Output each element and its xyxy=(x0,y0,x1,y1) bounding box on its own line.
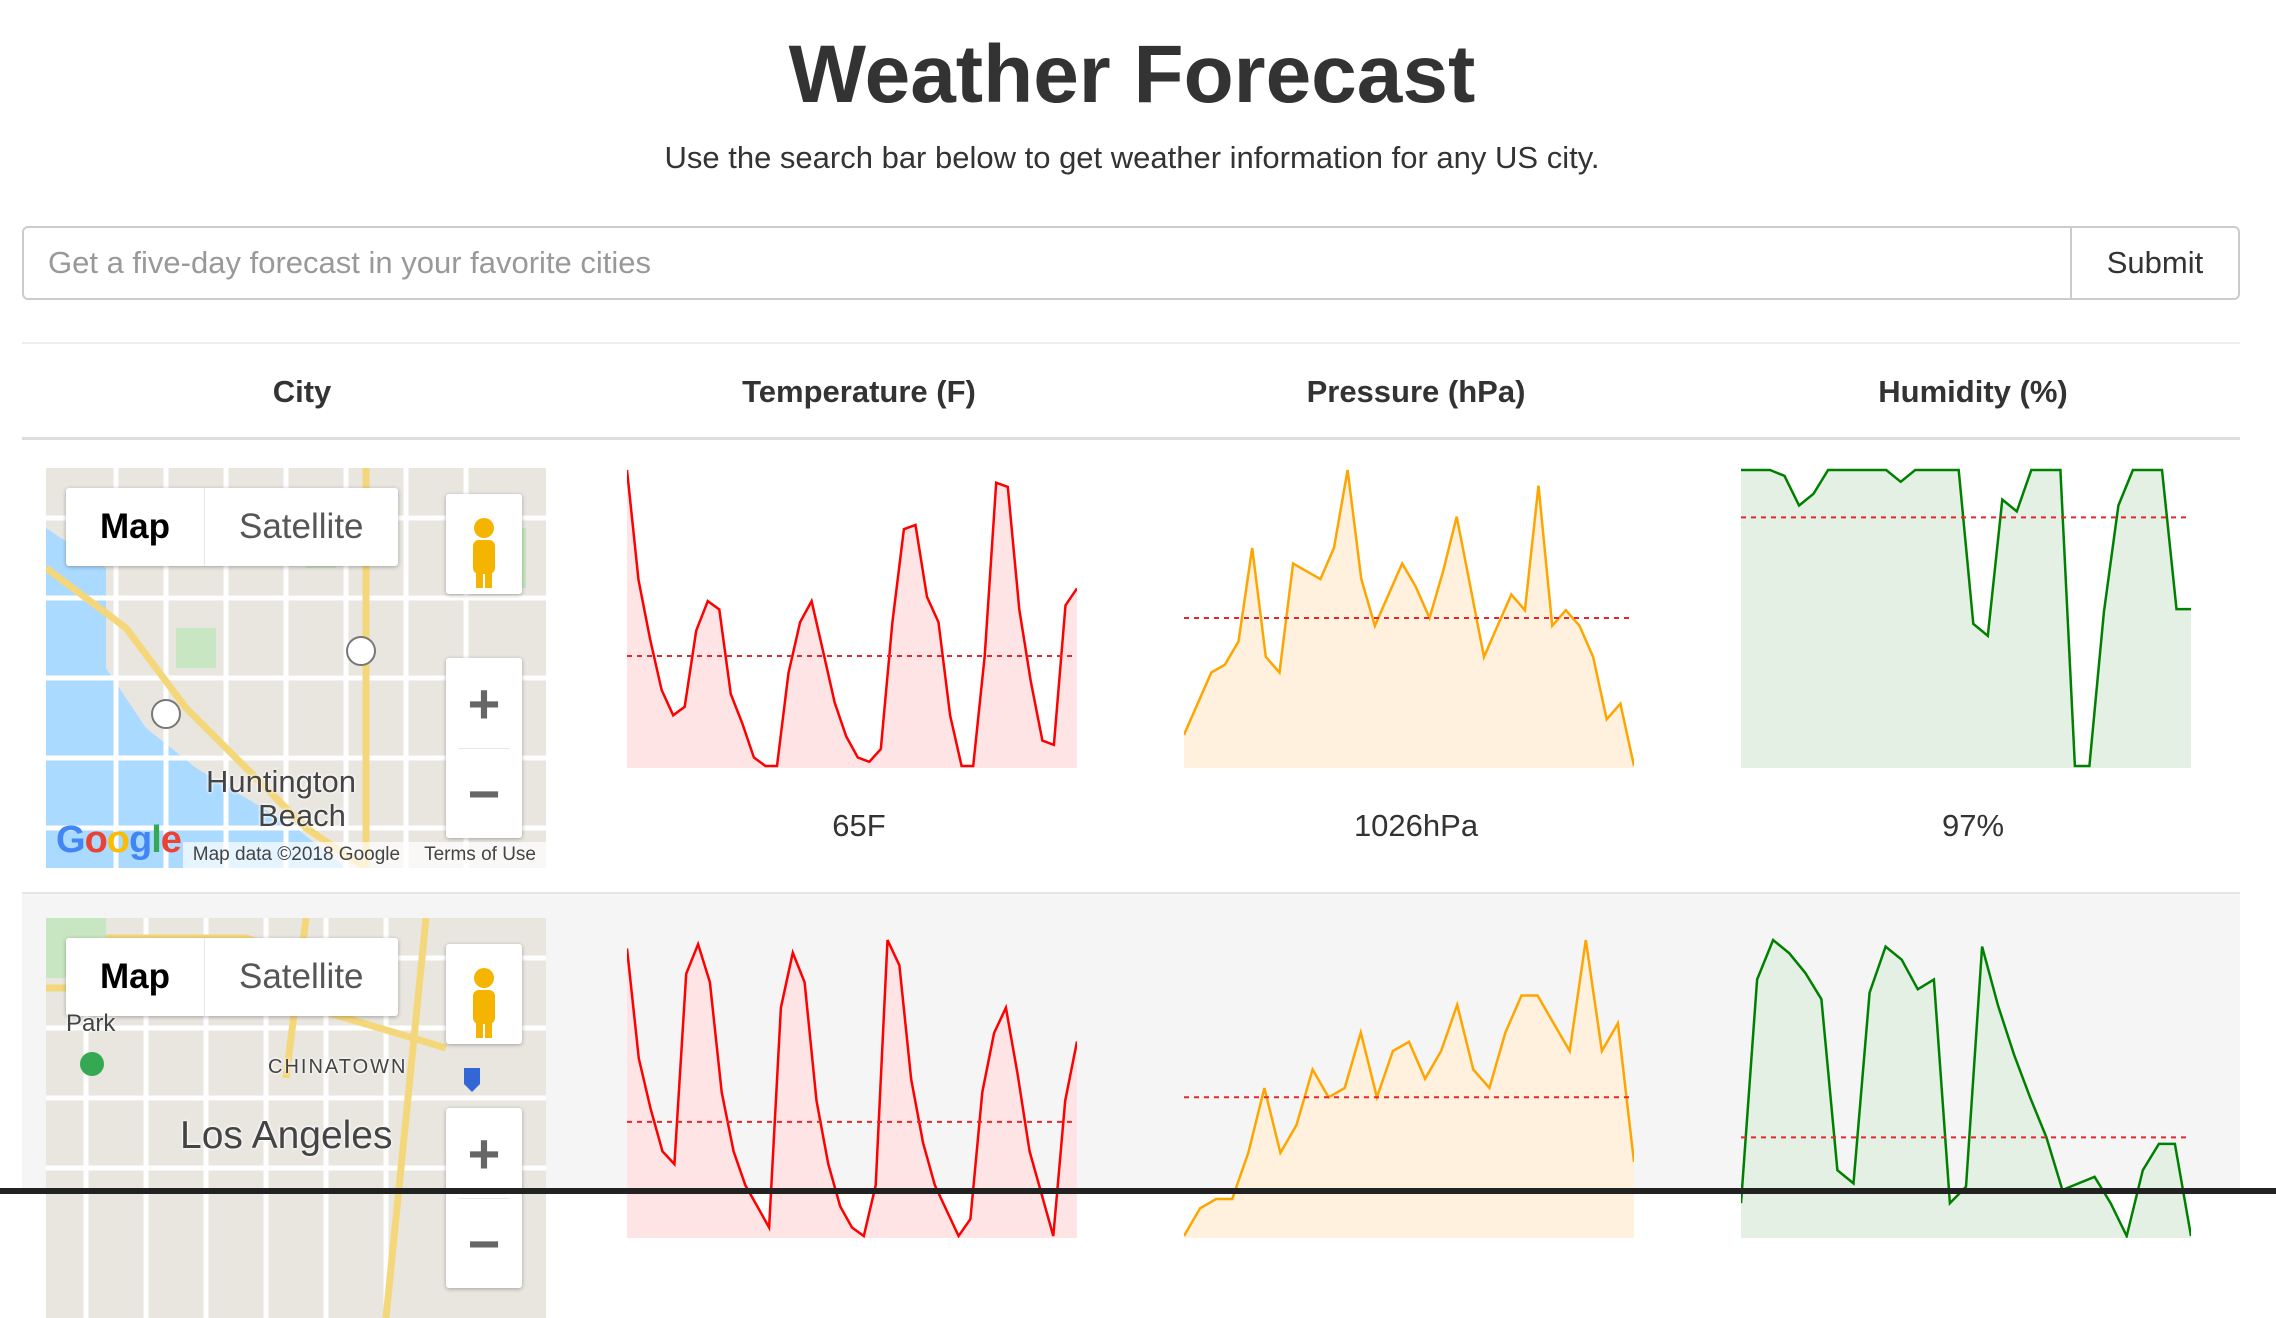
satellite-button[interactable]: Satellite xyxy=(239,957,364,996)
pressure-area xyxy=(1184,940,1634,1238)
column-header-pressure: Pressure (hPa) xyxy=(1306,374,1526,409)
city-map[interactable]: Map Satellite + − Huntington Beach Googl… xyxy=(46,468,546,868)
zoom-divider xyxy=(458,748,510,749)
page-subtitle: Use the search bar below to get weather … xyxy=(664,140,1600,175)
map-label: Beach xyxy=(258,798,346,833)
table-top-rule xyxy=(22,342,2240,344)
column-header-humidity: Humidity (%) xyxy=(1878,374,2068,409)
zoom-out-button[interactable]: − xyxy=(467,1211,501,1275)
submit-button[interactable]: Submit xyxy=(2070,228,2238,298)
search-bar: Submit xyxy=(22,226,2240,300)
zoom-control: + − xyxy=(446,658,522,838)
pressure-sparkline xyxy=(1184,939,1634,1238)
street-view-pegman-icon[interactable] xyxy=(446,944,522,1044)
map-label: Los Angeles xyxy=(180,1114,393,1157)
humidity-sparkline xyxy=(1741,468,2191,768)
pressure-line xyxy=(1184,939,1634,1237)
terms-link[interactable]: Terms of Use xyxy=(424,844,536,865)
map-label: Park xyxy=(66,1010,116,1037)
zoom-out-button[interactable]: − xyxy=(467,761,501,825)
column-header-temperature: Temperature (F) xyxy=(742,374,976,409)
zoom-in-button[interactable]: + xyxy=(467,1121,501,1185)
table-row: Map Satellite + − Park CHINATOWN Los Ang… xyxy=(22,894,2240,1318)
google-logo: Google xyxy=(56,819,182,861)
humidity-value: 97% xyxy=(1941,808,2005,843)
map-type-control: Map Satellite xyxy=(66,488,398,566)
city-map[interactable]: Map Satellite + − Park CHINATOWN Los Ang… xyxy=(46,918,546,1318)
zoom-in-button[interactable]: + xyxy=(467,671,501,735)
map-type-control: Map Satellite xyxy=(66,938,398,1016)
map-button[interactable]: Map xyxy=(66,488,205,566)
window-bottom-edge xyxy=(0,1188,2276,1194)
map-attribution: Map data ©2018 Google Terms of Use xyxy=(182,842,546,868)
humidity-area xyxy=(1741,470,2191,768)
temperature-value: 65F xyxy=(832,808,886,843)
column-header-city: City xyxy=(272,374,332,409)
table-header: City Temperature (F) Pressure (hPa) Humi… xyxy=(22,344,2240,440)
zoom-control: + − xyxy=(446,1108,522,1288)
temperature-area xyxy=(627,470,1077,768)
map-label: Huntington xyxy=(206,764,356,799)
table-row: Map Satellite + − Huntington Beach Googl… xyxy=(22,440,2240,894)
search-input[interactable] xyxy=(24,228,2070,298)
humidity-line xyxy=(1741,468,2191,768)
pressure-value: 1026hPa xyxy=(1353,808,1479,843)
temperature-line xyxy=(627,469,1077,768)
page-title: Weather Forecast xyxy=(788,29,1476,120)
pressure-sparkline xyxy=(1184,469,1634,768)
temperature-sparkline xyxy=(627,469,1077,768)
satellite-button[interactable]: Satellite xyxy=(239,507,364,546)
map-data-text: Map data ©2018 Google xyxy=(192,844,401,865)
map-button[interactable]: Map xyxy=(66,938,205,1016)
map-label: CHINATOWN xyxy=(268,1056,408,1078)
street-view-pegman-icon[interactable] xyxy=(446,494,522,594)
